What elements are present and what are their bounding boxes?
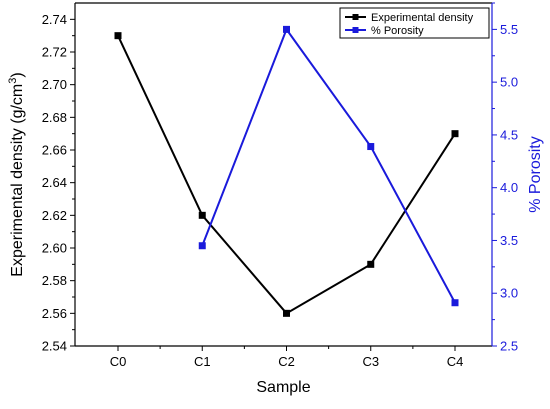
y-left-tick-label: 2.74 (42, 12, 67, 27)
y-left-tick-label: 2.66 (42, 143, 67, 158)
y-left-tick-label: 2.72 (42, 45, 67, 60)
series-line-0 (117, 35, 456, 315)
y-left-tick-label: 2.60 (42, 241, 67, 256)
legend-marker-0 (352, 14, 359, 20)
y-left-tick-label: 2.62 (42, 208, 67, 223)
y-left-axis-title-suffix: ) (9, 72, 26, 77)
series-0-marker (367, 260, 375, 268)
legend-box (339, 7, 490, 39)
y-right-tick-label: 3.0 (500, 286, 518, 301)
series-1-marker (367, 143, 375, 151)
x-tick-label: C4 (447, 354, 464, 369)
y-right-tick-label: 5.0 (500, 75, 518, 90)
y-left-axis-title-superscript: 3 (7, 78, 19, 84)
series-0-marker (114, 32, 122, 40)
y-left-tick-label: 2.68 (42, 110, 67, 125)
y-left-axis-title-main: Experimental density (g/cm (9, 84, 26, 277)
y-right-tick-label: 5.5 (500, 22, 518, 37)
y-left-tick-label: 2.70 (42, 77, 67, 92)
y-left-tick-label: 2.64 (42, 175, 67, 190)
x-tick-label: C1 (194, 354, 211, 369)
x-tick-label: C2 (278, 354, 295, 369)
y-right-tick-label: 2.5 (500, 339, 518, 354)
y-right-tick-label: 4.0 (500, 180, 518, 195)
series-line-1 (201, 27, 456, 304)
y-left-tick-label: 2.58 (42, 273, 67, 288)
legend-label-0: Experimental density (371, 12, 474, 24)
series-0-marker (198, 211, 206, 219)
x-tick-label: C3 (362, 354, 379, 369)
y-left-tick-label: 2.56 (42, 306, 67, 321)
series-0-marker (451, 130, 459, 138)
x-tick-label: C0 (110, 354, 127, 369)
series-0-marker (283, 309, 290, 317)
y-right-tick-label: 3.5 (500, 233, 518, 248)
x-axis-title: Sample (256, 379, 310, 396)
y-right-tick-label: 4.5 (500, 127, 518, 142)
y-left-tick-label: 2.54 (42, 339, 67, 354)
y-left-axis-title: Experimental density (g/cm3) (7, 72, 26, 276)
series-1-marker (198, 242, 206, 250)
series-1-marker (283, 25, 290, 33)
y-right-axis-title: % Porosity (527, 136, 544, 212)
series-1-marker (451, 299, 459, 307)
legend-marker-1 (352, 27, 359, 33)
legend-label-1: % Porosity (371, 25, 424, 37)
